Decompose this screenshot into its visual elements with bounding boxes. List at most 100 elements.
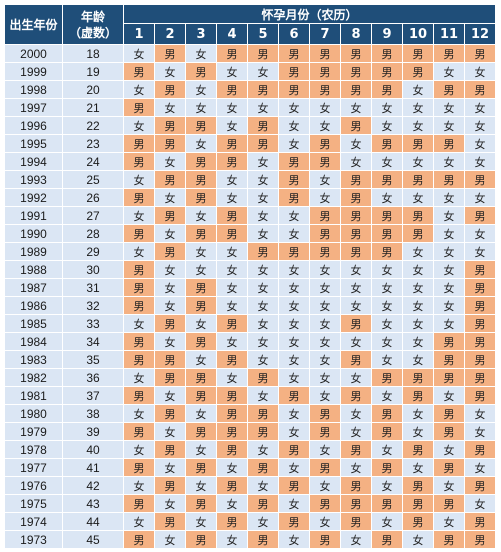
- gender-cell: 女: [433, 188, 465, 207]
- gender-cell: 男: [123, 350, 155, 369]
- gender-cell: 男: [371, 170, 403, 189]
- gender-cell: 男: [216, 476, 248, 495]
- gender-cell: 男: [247, 530, 279, 549]
- gender-cell: 男: [340, 116, 372, 135]
- gender-cell: 男: [185, 188, 217, 207]
- birth-year-cell: 1995: [4, 134, 63, 153]
- gender-cell: 女: [216, 368, 248, 387]
- gender-cell: 女: [278, 224, 310, 243]
- gender-cell: 女: [154, 458, 186, 477]
- table-row: 1982 36 女男男女男女女女男男男男: [4, 368, 496, 387]
- gender-cell: 女: [278, 206, 310, 225]
- gender-cell: 女: [371, 386, 403, 405]
- gender-cell: 男: [309, 206, 341, 225]
- birth-year-cell: 1989: [4, 242, 63, 261]
- gender-cell: 女: [278, 296, 310, 315]
- gender-cell: 女: [185, 44, 217, 63]
- table-row: 1975 43 男女男女男女男男男男男女: [4, 494, 496, 513]
- gender-cell: 男: [123, 134, 155, 153]
- gender-cell: 女: [340, 458, 372, 477]
- birth-year-cell: 2000: [4, 44, 63, 63]
- gender-cell: 男: [309, 404, 341, 423]
- gender-cell: 男: [371, 44, 403, 63]
- gender-cell: 男: [340, 206, 372, 225]
- gender-cell: 男: [216, 152, 248, 171]
- age-cell: 19: [62, 62, 124, 81]
- gender-cell: 女: [402, 314, 434, 333]
- gender-cell: 女: [154, 260, 186, 279]
- gender-cell: 男: [216, 206, 248, 225]
- gender-cell: 女: [309, 386, 341, 405]
- table-row: 1992 26 男女男女女男女男女女女女: [4, 188, 496, 207]
- gender-cell: 男: [154, 134, 186, 153]
- age-cell: 20: [62, 80, 124, 99]
- gender-cell: 女: [371, 116, 403, 135]
- gender-cell: 女: [309, 170, 341, 189]
- gender-cell: 女: [402, 98, 434, 117]
- birth-year-cell: 1981: [4, 386, 63, 405]
- gender-cell: 男: [433, 134, 465, 153]
- gender-cell: 男: [216, 512, 248, 531]
- gender-cell: 男: [402, 440, 434, 459]
- gender-cell: 男: [371, 242, 403, 261]
- gender-cell: 男: [402, 386, 434, 405]
- gender-cell: 女: [464, 494, 496, 513]
- gender-cell: 男: [123, 224, 155, 243]
- table-row: 1995 23 男男女男男女男女男男男女: [4, 134, 496, 153]
- month-header-5: 5: [247, 23, 279, 45]
- gender-cell: 女: [123, 404, 155, 423]
- birth-year-header: 出生年份: [4, 4, 63, 45]
- gender-cell: 女: [433, 278, 465, 297]
- gender-cell: 女: [402, 242, 434, 261]
- gender-cell: 女: [402, 422, 434, 441]
- age-cell: 27: [62, 206, 124, 225]
- birth-year-cell: 1999: [4, 62, 63, 81]
- gender-cell: 女: [433, 476, 465, 495]
- table-row: 1985 33 女男女男女女女男女女女男: [4, 314, 496, 333]
- gender-cell: 女: [154, 530, 186, 549]
- gender-cell: 男: [185, 278, 217, 297]
- gender-cell: 女: [402, 260, 434, 279]
- gender-cell: 女: [371, 296, 403, 315]
- gender-cell: 男: [278, 440, 310, 459]
- gender-cell: 男: [123, 296, 155, 315]
- gender-cell: 女: [464, 188, 496, 207]
- gender-cell: 女: [278, 278, 310, 297]
- gender-cell: 男: [309, 422, 341, 441]
- gender-cell: 男: [464, 260, 496, 279]
- birth-year-cell: 1993: [4, 170, 63, 189]
- gender-cell: 男: [216, 80, 248, 99]
- birth-year-cell: 1984: [4, 332, 63, 351]
- gender-cell: 男: [464, 296, 496, 315]
- age-header-line2: （虚数）: [68, 25, 117, 40]
- gender-cell: 女: [123, 116, 155, 135]
- gender-cell: 女: [433, 116, 465, 135]
- birth-year-cell: 1998: [4, 80, 63, 99]
- gender-cell: 男: [278, 170, 310, 189]
- gender-cell: 男: [309, 152, 341, 171]
- gender-cell: 女: [123, 206, 155, 225]
- age-cell: 35: [62, 350, 124, 369]
- gender-cell: 男: [464, 512, 496, 531]
- gender-cell: 女: [247, 440, 279, 459]
- gender-cell: 男: [185, 62, 217, 81]
- gender-cell: 女: [309, 440, 341, 459]
- age-cell: 41: [62, 458, 124, 477]
- table-row: 1976 42 女男女男女男女男女男女男: [4, 476, 496, 495]
- gender-cell: 男: [464, 44, 496, 63]
- gender-cell: 女: [278, 404, 310, 423]
- gender-cell: 女: [402, 152, 434, 171]
- gender-cell: 女: [247, 188, 279, 207]
- gender-cell: 女: [247, 386, 279, 405]
- age-cell: 45: [62, 530, 124, 549]
- gender-cell: 女: [309, 296, 341, 315]
- gender-cell: 女: [185, 80, 217, 99]
- gender-cell: 女: [309, 368, 341, 387]
- gender-cell: 女: [433, 512, 465, 531]
- gender-cell: 女: [464, 224, 496, 243]
- gender-cell: 男: [464, 278, 496, 297]
- gender-cell: 女: [371, 314, 403, 333]
- gender-cell: 女: [216, 494, 248, 513]
- gender-cell: 女: [464, 458, 496, 477]
- gender-cell: 男: [464, 386, 496, 405]
